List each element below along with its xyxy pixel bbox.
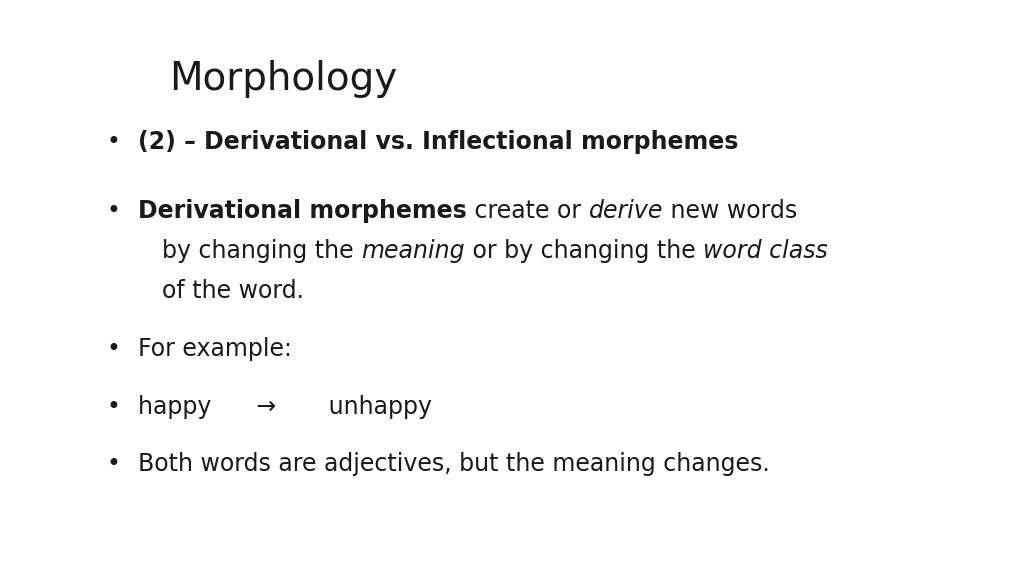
Text: word class: word class [702,239,827,263]
Text: •: • [106,130,121,154]
Text: Derivational morphemes: Derivational morphemes [138,199,467,223]
Text: Both words are adjectives, but the meaning changes.: Both words are adjectives, but the meani… [138,452,770,476]
Text: happy      →       unhappy: happy → unhappy [138,395,432,419]
Text: new words: new words [663,199,798,223]
Text: Morphology: Morphology [169,60,397,98]
Text: or by changing the: or by changing the [465,239,702,263]
Text: create or: create or [467,199,589,223]
Text: •: • [106,395,121,419]
Text: •: • [106,337,121,361]
Text: (2) – Derivational vs. Inflectional morphemes: (2) – Derivational vs. Inflectional morp… [138,130,738,154]
Text: •: • [106,452,121,476]
Text: derive: derive [589,199,663,223]
Text: of the word.: of the word. [162,279,304,304]
Text: •: • [106,199,121,223]
Text: For example:: For example: [138,337,292,361]
Text: by changing the: by changing the [162,239,360,263]
Text: meaning: meaning [360,239,465,263]
